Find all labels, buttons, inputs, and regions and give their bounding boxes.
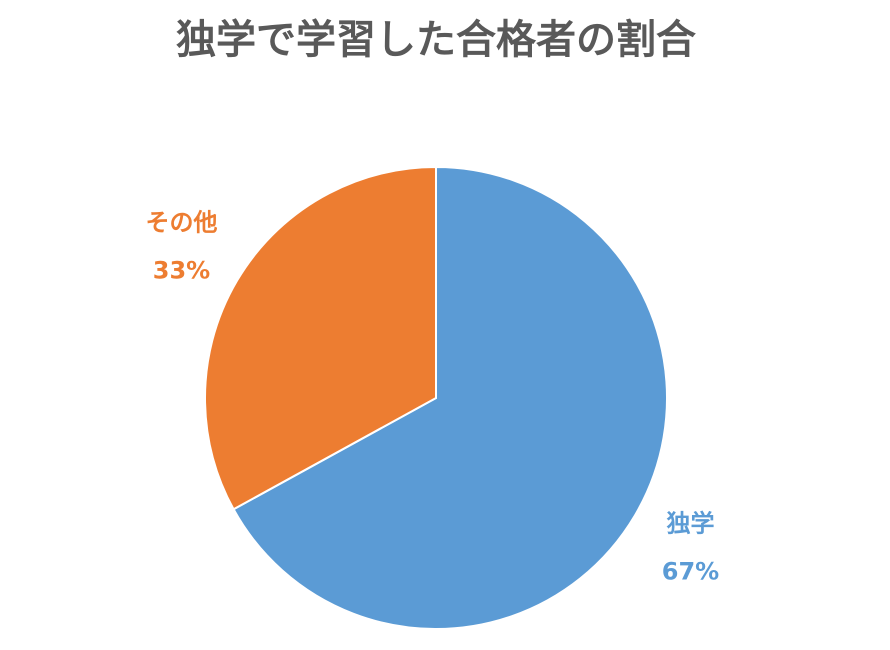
slice-category-label: 独学 <box>667 510 715 538</box>
slice-value-label: 67% <box>662 558 719 586</box>
pie-slice <box>232 165 668 630</box>
pie-slice <box>204 165 437 511</box>
slice-value-label: 33% <box>153 256 210 284</box>
slice-category-label: その他 <box>145 208 217 236</box>
chart-title: 独学で学習した合格者の割合 <box>176 17 696 63</box>
